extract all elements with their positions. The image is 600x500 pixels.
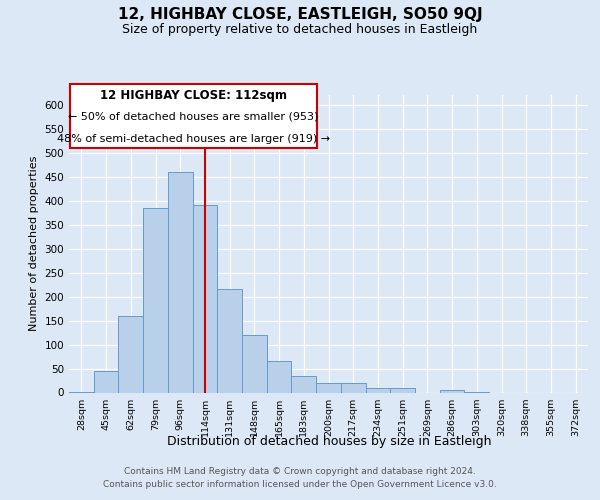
Bar xyxy=(94,371,118,392)
Bar xyxy=(341,383,365,392)
Bar xyxy=(390,388,415,392)
Bar xyxy=(193,206,217,392)
Bar xyxy=(440,390,464,392)
Text: 12 HIGHBAY CLOSE: 112sqm: 12 HIGHBAY CLOSE: 112sqm xyxy=(100,88,287,102)
Text: Distribution of detached houses by size in Eastleigh: Distribution of detached houses by size … xyxy=(167,435,491,448)
Bar xyxy=(316,383,341,392)
Text: ← 50% of detached houses are smaller (953): ← 50% of detached houses are smaller (95… xyxy=(68,111,319,121)
Bar xyxy=(217,290,242,393)
Text: 48% of semi-detached houses are larger (919) →: 48% of semi-detached houses are larger (… xyxy=(57,134,330,143)
Text: Contains public sector information licensed under the Open Government Licence v3: Contains public sector information licen… xyxy=(103,480,497,489)
Text: Size of property relative to detached houses in Eastleigh: Size of property relative to detached ho… xyxy=(122,22,478,36)
Bar xyxy=(365,388,390,392)
Bar xyxy=(118,316,143,392)
Bar xyxy=(143,208,168,392)
Bar xyxy=(292,376,316,392)
Text: 12, HIGHBAY CLOSE, EASTLEIGH, SO50 9QJ: 12, HIGHBAY CLOSE, EASTLEIGH, SO50 9QJ xyxy=(118,8,482,22)
Text: Contains HM Land Registry data © Crown copyright and database right 2024.: Contains HM Land Registry data © Crown c… xyxy=(124,467,476,476)
Bar xyxy=(168,172,193,392)
Bar xyxy=(242,335,267,392)
Y-axis label: Number of detached properties: Number of detached properties xyxy=(29,156,39,332)
Bar xyxy=(267,362,292,392)
